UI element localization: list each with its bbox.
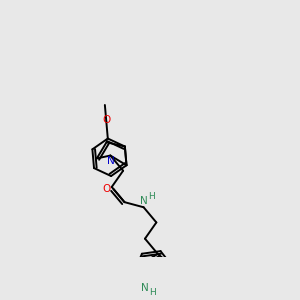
Text: N: N xyxy=(107,156,115,166)
Text: N: N xyxy=(140,196,148,206)
Text: H: H xyxy=(148,192,154,201)
Text: O: O xyxy=(102,184,110,194)
Text: N: N xyxy=(141,283,148,293)
Text: H: H xyxy=(149,287,156,296)
Text: O: O xyxy=(102,115,110,125)
